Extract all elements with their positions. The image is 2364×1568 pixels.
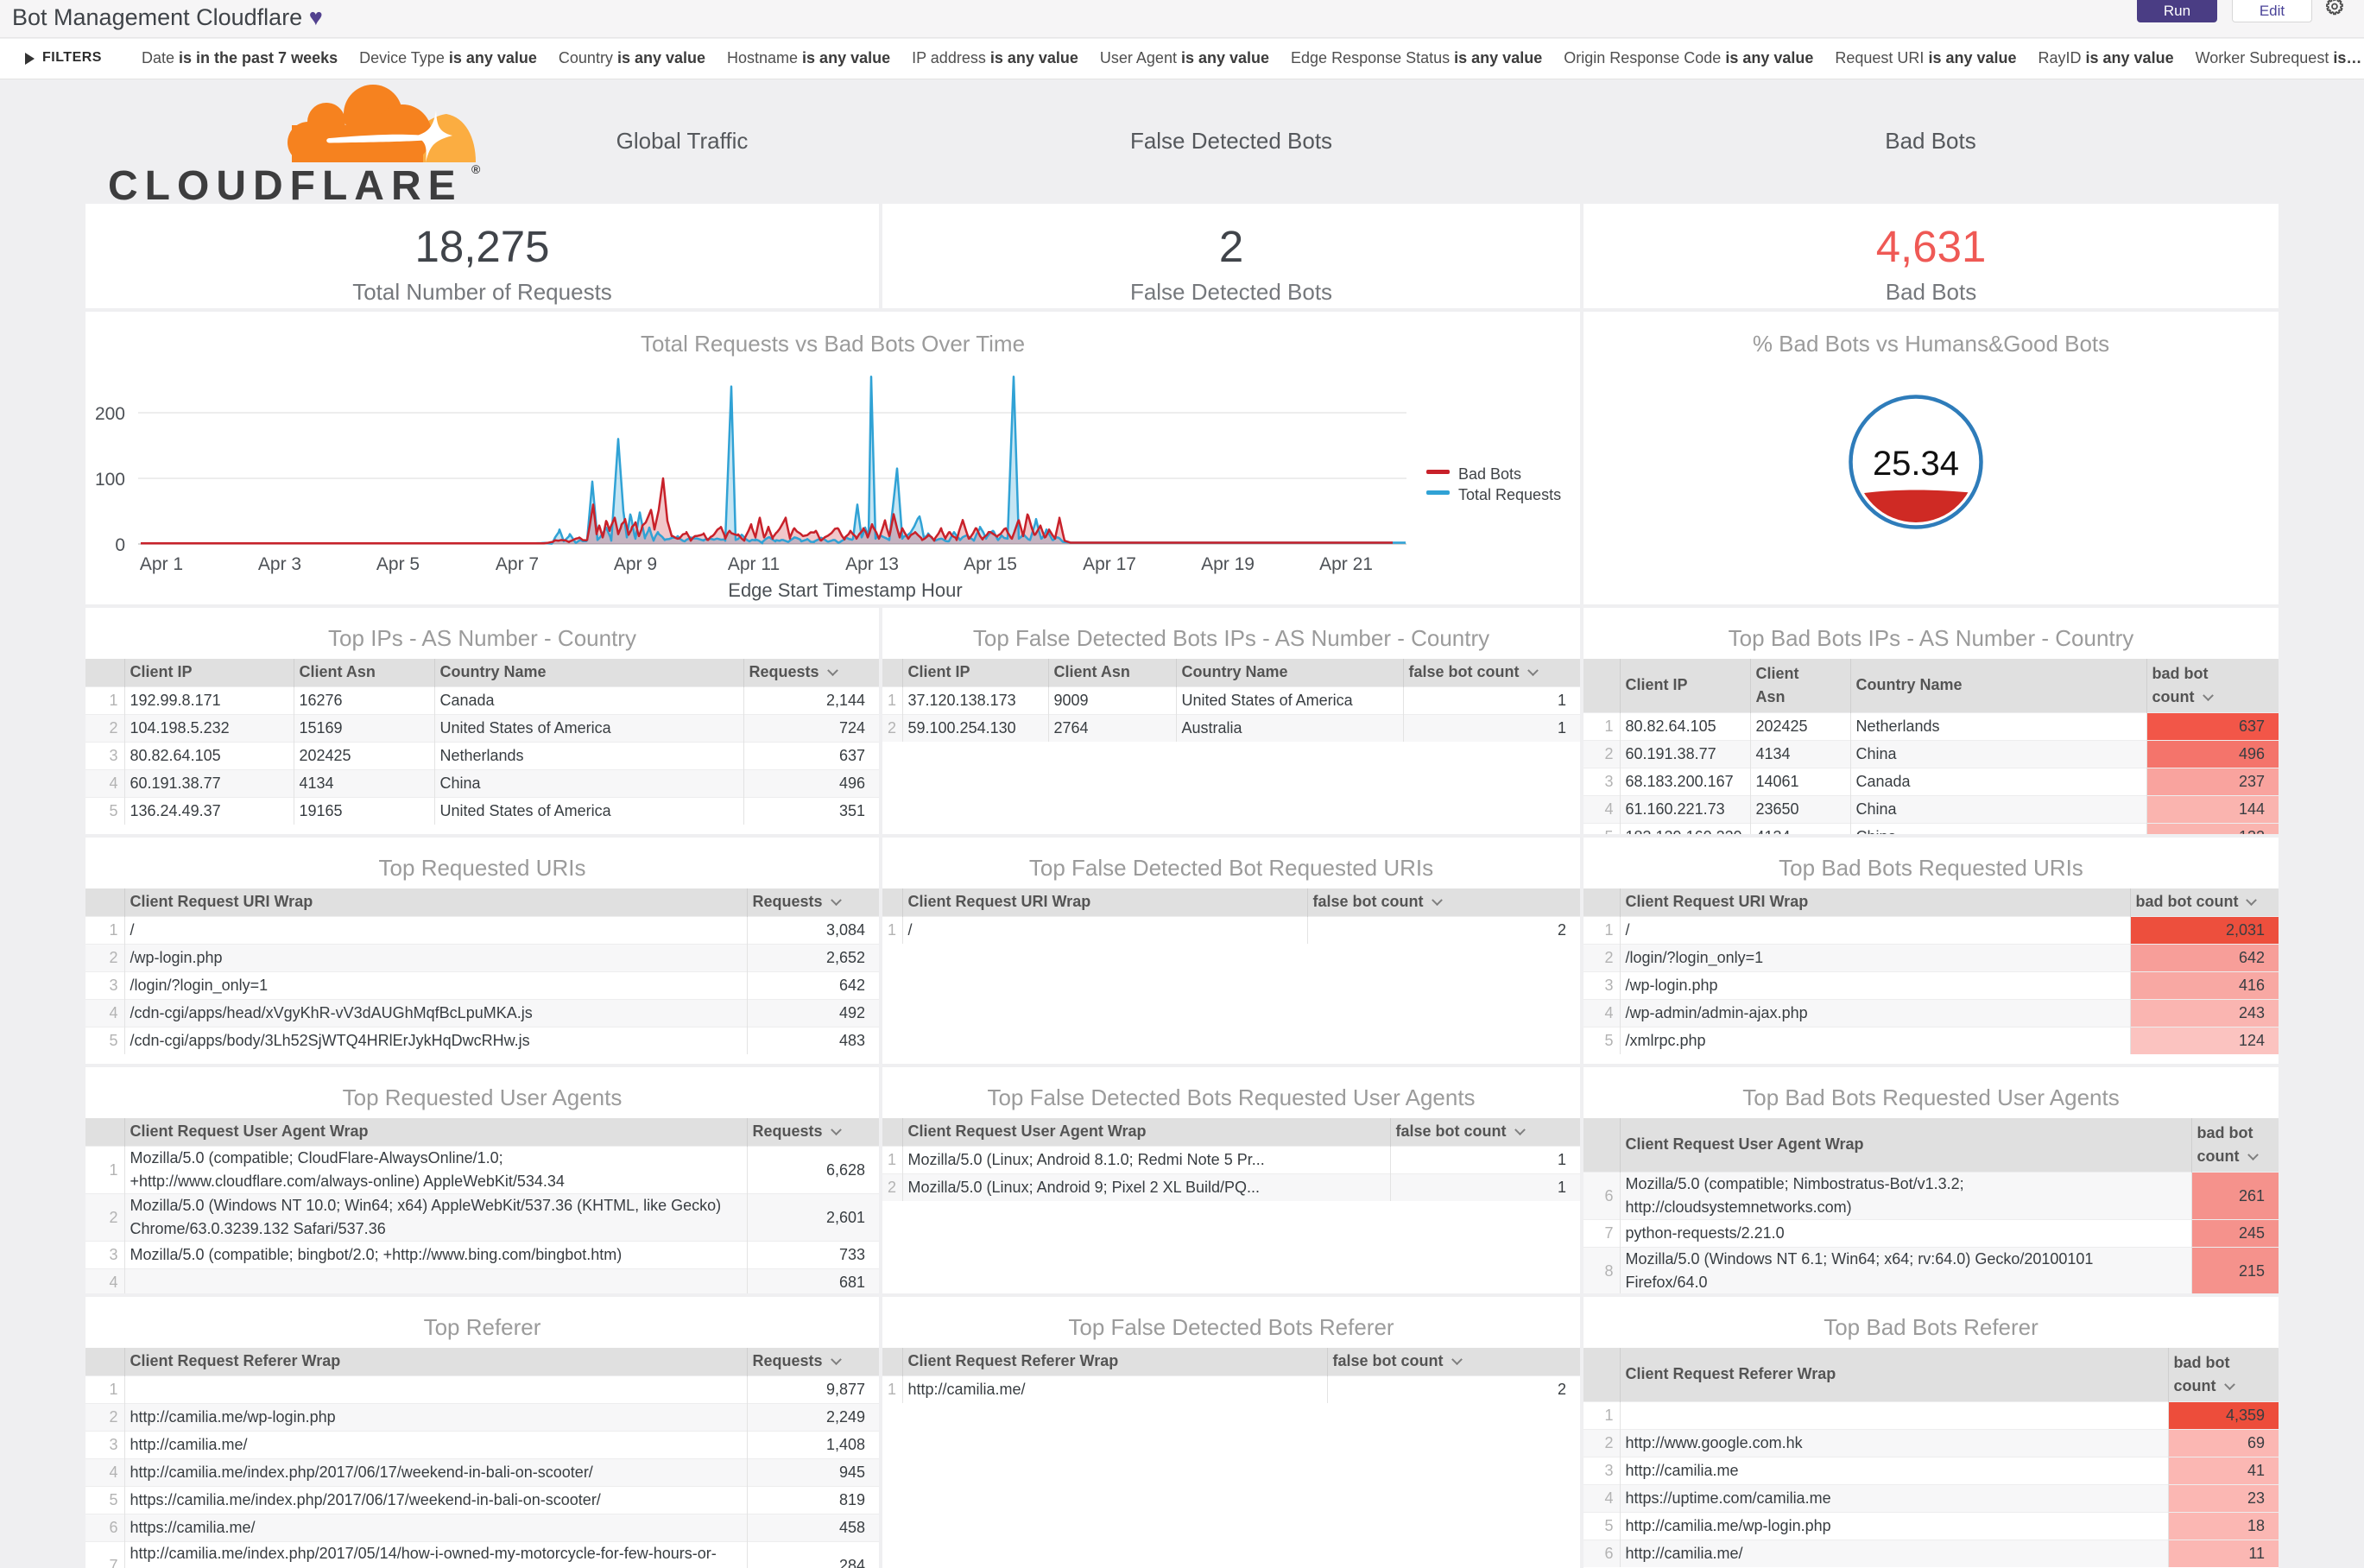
svg-text:Apr 3: Apr 3 xyxy=(258,554,301,574)
svg-text:Bad Bots: Bad Bots xyxy=(1458,465,1521,483)
svg-text:Apr 1: Apr 1 xyxy=(140,554,183,574)
svg-text:Apr 9: Apr 9 xyxy=(614,554,657,574)
svg-text:Apr 13: Apr 13 xyxy=(845,554,899,574)
svg-text:100: 100 xyxy=(95,470,125,490)
svg-text:Apr 17: Apr 17 xyxy=(1083,554,1136,574)
svg-text:Apr 5: Apr 5 xyxy=(376,554,420,574)
svg-text:25.34: 25.34 xyxy=(1873,445,1959,483)
svg-text:Apr 7: Apr 7 xyxy=(496,554,539,574)
svg-text:0: 0 xyxy=(115,535,125,555)
svg-text:Apr 21: Apr 21 xyxy=(1319,554,1373,574)
svg-text:Apr 19: Apr 19 xyxy=(1201,554,1255,574)
svg-text:200: 200 xyxy=(95,404,125,424)
svg-text:®: ® xyxy=(471,162,481,176)
svg-text:CLOUDFLARE: CLOUDFLARE xyxy=(108,163,463,207)
svg-text:Edge Start Timestamp Hour: Edge Start Timestamp Hour xyxy=(728,579,962,601)
svg-text:Apr 11: Apr 11 xyxy=(728,554,780,574)
svg-text:Total Requests: Total Requests xyxy=(1458,486,1561,503)
svg-text:Apr 15: Apr 15 xyxy=(964,554,1017,574)
